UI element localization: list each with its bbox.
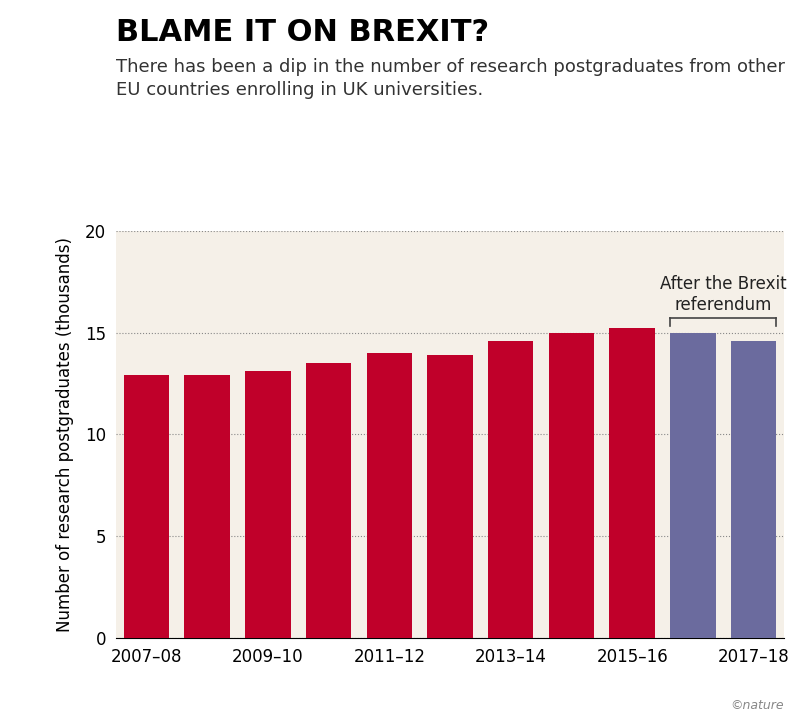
Y-axis label: Number of research postgraduates (thousands): Number of research postgraduates (thousa… xyxy=(56,237,74,632)
Bar xyxy=(549,332,594,638)
Bar xyxy=(427,355,473,638)
Text: There has been a dip in the number of research postgraduates from other
EU count: There has been a dip in the number of re… xyxy=(116,58,785,99)
Bar xyxy=(366,353,412,638)
Bar xyxy=(731,341,777,638)
Text: ©nature: ©nature xyxy=(730,699,784,712)
Text: After the Brexit
referendum: After the Brexit referendum xyxy=(660,275,786,314)
Bar xyxy=(488,341,534,638)
Bar xyxy=(306,363,351,638)
Text: BLAME IT ON BREXIT?: BLAME IT ON BREXIT? xyxy=(116,18,489,47)
Bar xyxy=(670,332,716,638)
Bar xyxy=(123,376,169,638)
Bar xyxy=(245,371,290,638)
Bar xyxy=(184,376,230,638)
Bar xyxy=(610,329,655,638)
